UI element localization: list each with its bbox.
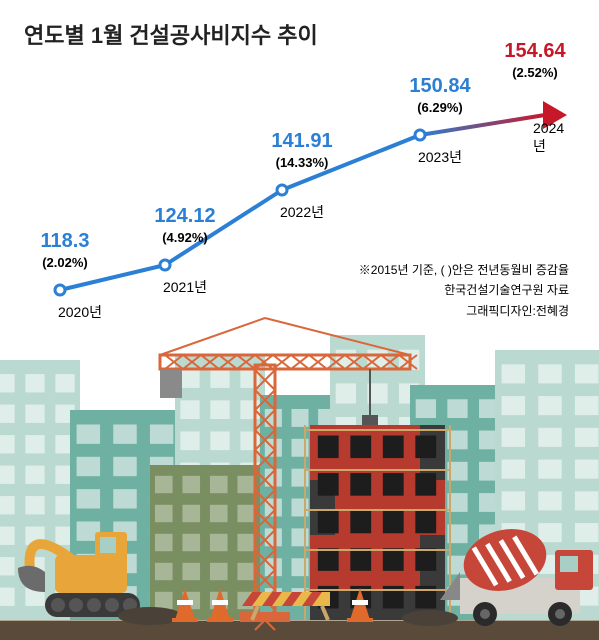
year-label: 2024년 <box>533 120 577 156</box>
value-label: 154.64 <box>504 40 565 63</box>
data-point-3: 150.84 (6.29%) <box>409 75 470 115</box>
year-label: 2023년 <box>418 147 462 167</box>
pct-label: (14.33%) <box>271 155 332 170</box>
note-source: 한국건설기술연구원 자료 <box>359 280 569 300</box>
pct-label: (2.52%) <box>504 65 565 80</box>
year-label: 2022년 <box>280 202 324 222</box>
data-point-4: 154.64 (2.52%) <box>504 40 565 80</box>
data-point-0: 118.3 (2.02%) <box>41 230 90 270</box>
pct-label: (6.29%) <box>409 100 470 115</box>
note-basis: ※2015년 기준, ( )안은 전년동월비 증감율 <box>359 260 569 280</box>
pct-label: (2.02%) <box>41 255 90 270</box>
data-point-1: 124.12 (4.92%) <box>154 205 215 245</box>
value-label: 124.12 <box>154 205 215 228</box>
value-label: 141.91 <box>271 130 332 153</box>
pct-label: (4.92%) <box>154 230 215 245</box>
data-point-2: 141.91 (14.33%) <box>271 130 332 170</box>
value-label: 118.3 <box>41 230 90 253</box>
construction-illustration <box>0 300 599 640</box>
year-label: 2021년 <box>163 277 207 297</box>
value-label: 150.84 <box>409 75 470 98</box>
